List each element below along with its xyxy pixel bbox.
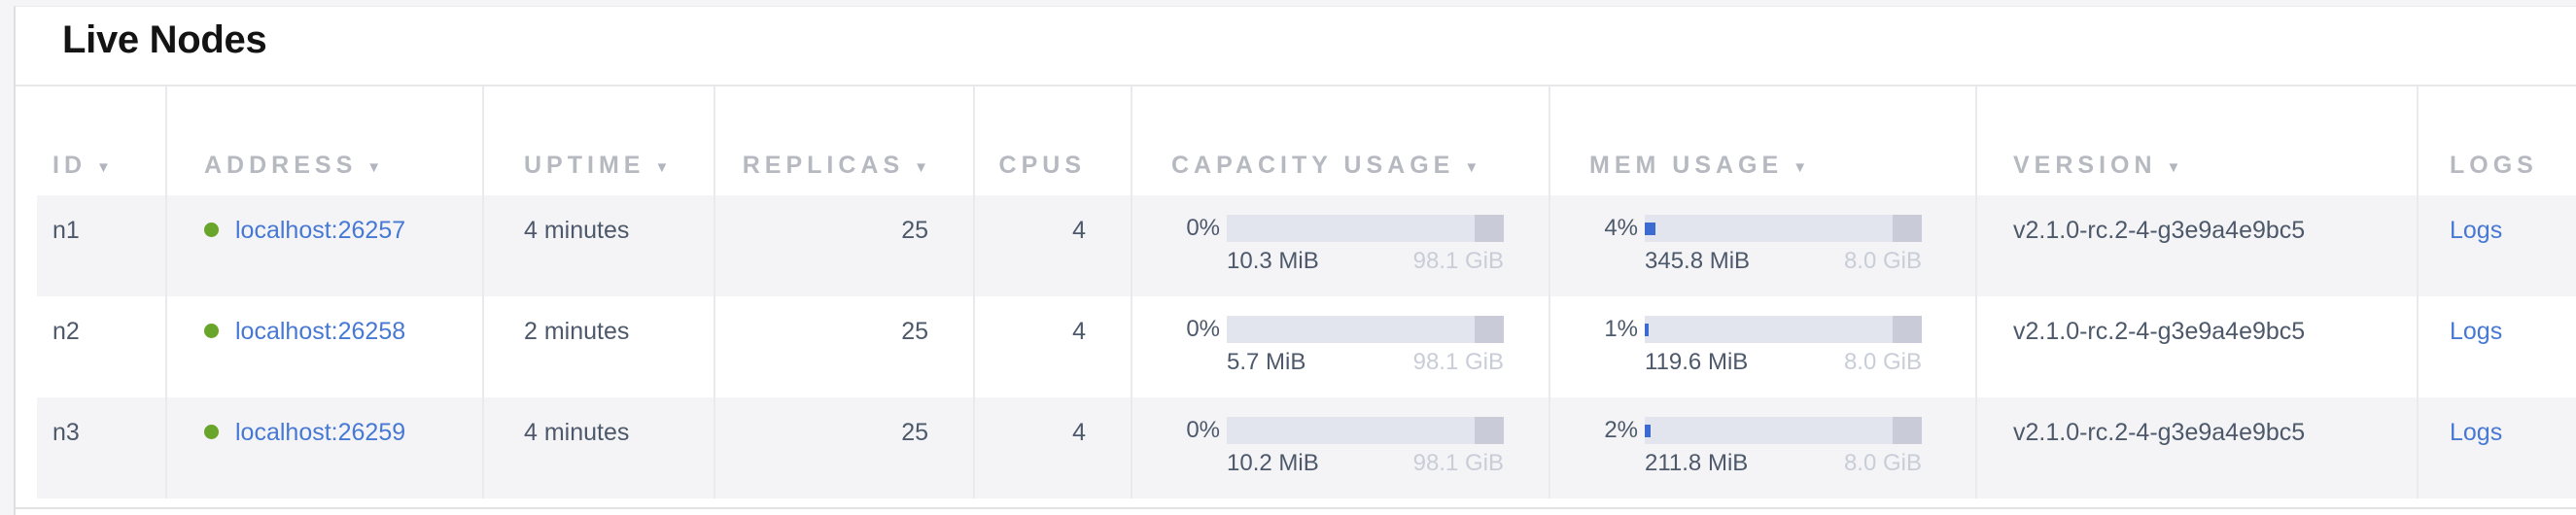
mem-usage-bar bbox=[1645, 316, 1922, 343]
column-header-logs: LOGS bbox=[2419, 86, 2576, 195]
mem-usage-bar bbox=[1645, 417, 1922, 444]
capacity-total-value: 98.1 GiB bbox=[1412, 450, 1504, 476]
sort-arrow-icon: ▼ bbox=[1464, 159, 1479, 176]
table-row: n2 localhost:26258 2 minutes 25 4 0% 5.7… bbox=[37, 296, 2576, 397]
cell-logs: Logs bbox=[2419, 195, 2576, 296]
capacity-used-value: 10.2 MiB bbox=[1227, 450, 1319, 476]
column-header-version[interactable]: VERSION ▼ bbox=[1977, 86, 2419, 195]
panel-bottom-divider bbox=[16, 507, 2576, 509]
cell-replicas: 25 bbox=[715, 397, 975, 498]
page-title: Live Nodes bbox=[62, 18, 267, 61]
mem-percent-label: 4% bbox=[1604, 215, 1638, 241]
mem-total-value: 8.0 GiB bbox=[1843, 450, 1922, 476]
cell-node-id: n2 bbox=[37, 296, 167, 397]
cell-address: localhost:26257 bbox=[167, 195, 484, 296]
mem-used-segment bbox=[1645, 324, 1649, 336]
capacity-reserved-segment bbox=[1475, 215, 1504, 242]
cell-version: v2.1.0-rc.2-4-g3e9a4e9bc5 bbox=[1977, 397, 2419, 498]
sort-arrow-icon: ▼ bbox=[914, 159, 928, 176]
capacity-used-value: 10.3 MiB bbox=[1227, 248, 1319, 274]
cell-replicas: 25 bbox=[715, 296, 975, 397]
mem-used-value: 211.8 MiB bbox=[1645, 450, 1749, 476]
table-header-row: ID ▼ ADDRESS ▼ UPTIME ▼ REPLICAS ▼ CPUS … bbox=[37, 86, 2576, 195]
cell-node-id: n1 bbox=[37, 195, 167, 296]
mem-total-value: 8.0 GiB bbox=[1843, 248, 1922, 274]
mem-reserved-segment bbox=[1893, 316, 1922, 343]
column-header-id[interactable]: ID ▼ bbox=[37, 86, 167, 195]
mem-used-segment bbox=[1645, 425, 1651, 437]
sort-arrow-icon: ▼ bbox=[2166, 159, 2181, 176]
table-row: n3 localhost:26259 4 minutes 25 4 0% 10.… bbox=[37, 397, 2576, 498]
node-live-status-icon bbox=[204, 223, 219, 237]
capacity-usage-bar bbox=[1227, 316, 1504, 343]
capacity-total-value: 98.1 GiB bbox=[1412, 349, 1504, 375]
cell-mem-usage: 4% 345.8 MiB 8.0 GiB bbox=[1550, 195, 1977, 296]
capacity-reserved-segment bbox=[1475, 316, 1504, 343]
cell-cpus: 4 bbox=[975, 195, 1132, 296]
node-live-status-icon bbox=[204, 324, 219, 338]
mem-percent-label: 1% bbox=[1604, 316, 1638, 342]
address-link[interactable]: localhost:26258 bbox=[235, 318, 406, 345]
mem-used-value: 345.8 MiB bbox=[1645, 248, 1751, 274]
column-header-uptime[interactable]: UPTIME ▼ bbox=[484, 86, 715, 195]
cell-address: localhost:26258 bbox=[167, 296, 484, 397]
cell-uptime: 4 minutes bbox=[484, 397, 715, 498]
capacity-percent-label: 0% bbox=[1186, 316, 1220, 342]
table-row: n1 localhost:26257 4 minutes 25 4 0% 10.… bbox=[37, 195, 2576, 296]
cell-uptime: 2 minutes bbox=[484, 296, 715, 397]
cell-uptime: 4 minutes bbox=[484, 195, 715, 296]
address-link[interactable]: localhost:26259 bbox=[235, 419, 406, 446]
capacity-usage-bar bbox=[1227, 215, 1504, 242]
cell-cpus: 4 bbox=[975, 397, 1132, 498]
cell-capacity-usage: 0% 5.7 MiB 98.1 GiB bbox=[1132, 296, 1550, 397]
capacity-total-value: 98.1 GiB bbox=[1412, 248, 1504, 274]
cell-address: localhost:26259 bbox=[167, 397, 484, 498]
capacity-reserved-segment bbox=[1475, 417, 1504, 444]
capacity-used-value: 5.7 MiB bbox=[1227, 349, 1306, 375]
column-header-cpus: CPUS bbox=[975, 86, 1132, 195]
node-live-status-icon bbox=[204, 425, 219, 439]
sort-arrow-icon: ▼ bbox=[96, 159, 111, 176]
mem-usage-bar bbox=[1645, 215, 1922, 242]
logs-link[interactable]: Logs bbox=[2450, 217, 2503, 244]
live-nodes-table: ID ▼ ADDRESS ▼ UPTIME ▼ REPLICAS ▼ CPUS … bbox=[37, 86, 2576, 498]
cell-capacity-usage: 0% 10.3 MiB 98.1 GiB bbox=[1132, 195, 1550, 296]
logs-link[interactable]: Logs bbox=[2450, 419, 2503, 446]
cell-version: v2.1.0-rc.2-4-g3e9a4e9bc5 bbox=[1977, 296, 2419, 397]
mem-percent-label: 2% bbox=[1604, 417, 1638, 443]
cell-version: v2.1.0-rc.2-4-g3e9a4e9bc5 bbox=[1977, 195, 2419, 296]
sort-arrow-icon: ▼ bbox=[1793, 159, 1808, 176]
logs-link[interactable]: Logs bbox=[2450, 318, 2503, 345]
address-link[interactable]: localhost:26257 bbox=[235, 217, 406, 244]
column-header-replicas[interactable]: REPLICAS ▼ bbox=[715, 86, 975, 195]
mem-total-value: 8.0 GiB bbox=[1843, 349, 1922, 375]
title-divider bbox=[16, 85, 2576, 86]
mem-used-value: 119.6 MiB bbox=[1645, 349, 1749, 375]
column-header-address[interactable]: ADDRESS ▼ bbox=[167, 86, 484, 195]
cell-capacity-usage: 0% 10.2 MiB 98.1 GiB bbox=[1132, 397, 1550, 498]
column-header-mem-usage[interactable]: MEM USAGE ▼ bbox=[1550, 86, 1977, 195]
cell-logs: Logs bbox=[2419, 296, 2576, 397]
table-body: n1 localhost:26257 4 minutes 25 4 0% 10.… bbox=[37, 195, 2576, 498]
mem-reserved-segment bbox=[1893, 215, 1922, 242]
capacity-percent-label: 0% bbox=[1186, 417, 1220, 443]
capacity-percent-label: 0% bbox=[1186, 215, 1220, 241]
cell-node-id: n3 bbox=[37, 397, 167, 498]
cell-cpus: 4 bbox=[975, 296, 1132, 397]
mem-reserved-segment bbox=[1893, 417, 1922, 444]
column-header-capacity-usage[interactable]: CAPACITY USAGE ▼ bbox=[1132, 86, 1550, 195]
cell-mem-usage: 1% 119.6 MiB 8.0 GiB bbox=[1550, 296, 1977, 397]
cell-logs: Logs bbox=[2419, 397, 2576, 498]
live-nodes-panel: Live Nodes ID ▼ ADDRESS ▼ UPTIME ▼ REPLI… bbox=[14, 6, 2576, 515]
cell-replicas: 25 bbox=[715, 195, 975, 296]
sort-arrow-icon: ▼ bbox=[654, 159, 670, 176]
sort-arrow-icon: ▼ bbox=[366, 159, 382, 176]
capacity-usage-bar bbox=[1227, 417, 1504, 444]
mem-used-segment bbox=[1645, 223, 1655, 235]
cell-mem-usage: 2% 211.8 MiB 8.0 GiB bbox=[1550, 397, 1977, 498]
